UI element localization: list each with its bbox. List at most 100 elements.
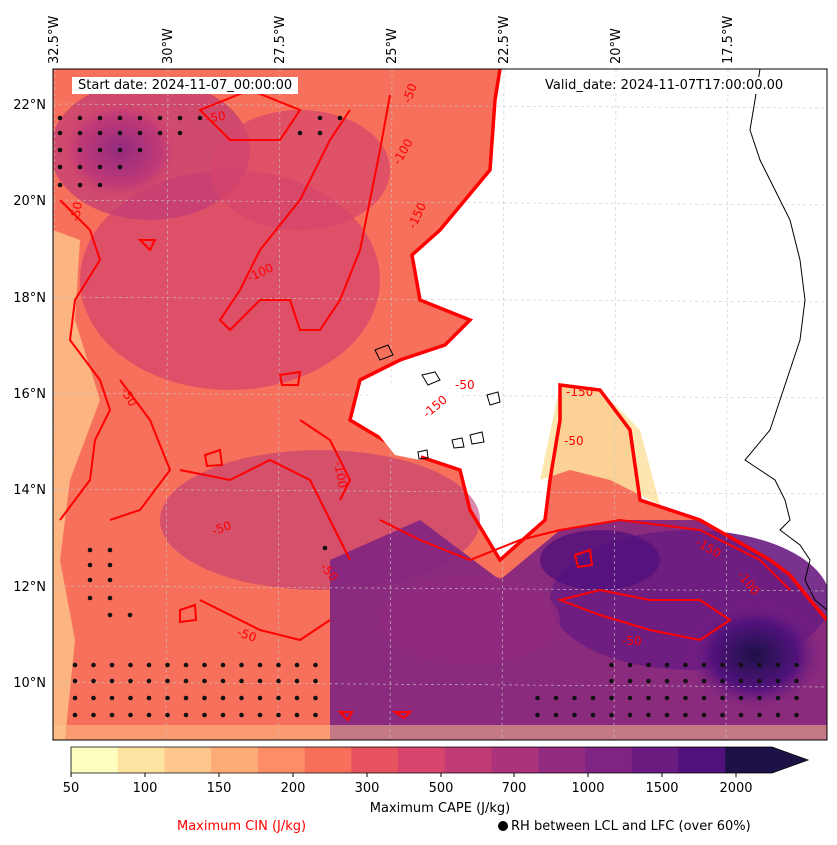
rh-dot xyxy=(294,662,300,668)
rh-dot xyxy=(183,662,189,668)
colorbar-segment xyxy=(398,747,446,773)
latitude-label: 20°N xyxy=(13,194,46,209)
rh-dot xyxy=(683,662,688,668)
rh-dot xyxy=(165,678,170,684)
rh-dot xyxy=(276,712,281,718)
rh-dot xyxy=(627,678,633,684)
island-outline xyxy=(451,437,465,449)
cape-south-band xyxy=(53,725,827,740)
rh-dot xyxy=(738,662,744,668)
island-outline xyxy=(421,371,441,386)
contour-label: -150 xyxy=(566,385,594,399)
rh-dot xyxy=(146,712,152,718)
rh-dot xyxy=(646,695,651,701)
rh-dot xyxy=(664,712,670,718)
rh-dot xyxy=(590,712,596,718)
colorbar-tick-label: 100 xyxy=(132,781,158,796)
cin-contour xyxy=(391,711,413,720)
rh-dot xyxy=(627,695,633,701)
cin-contour xyxy=(347,69,827,622)
rh-dot xyxy=(572,695,577,701)
rh-dot xyxy=(128,712,133,718)
cin-contour xyxy=(218,94,391,332)
rh-dot xyxy=(294,695,300,701)
colorbar-segment xyxy=(444,747,493,773)
rh-dot xyxy=(738,678,744,684)
colorbar-segment xyxy=(211,747,259,773)
rh-dot xyxy=(128,678,133,684)
colorbar-segment xyxy=(117,747,165,773)
cin-contour xyxy=(59,199,112,521)
rh-dot xyxy=(294,678,300,684)
rh-dot xyxy=(128,695,133,701)
rh-dot xyxy=(794,712,799,718)
rh-dots xyxy=(57,115,343,618)
rh-dot xyxy=(609,712,614,718)
cape-core xyxy=(685,600,825,710)
cin-contour xyxy=(278,370,302,386)
rh-dot xyxy=(535,695,540,701)
island-outline xyxy=(417,449,429,460)
colorbar-segment xyxy=(71,747,119,773)
rh-dot xyxy=(276,678,281,684)
rh-dot xyxy=(313,695,318,701)
colorbar-tick-label: 50 xyxy=(62,781,80,796)
colorbar-tick-label: 200 xyxy=(280,781,306,796)
rh-dot xyxy=(276,695,281,701)
rh-dot xyxy=(72,695,78,701)
rh-dot xyxy=(775,678,781,684)
rh-dot xyxy=(313,678,318,684)
rh-dot xyxy=(220,678,226,684)
cin-legend-label: Maximum CIN (J/kg) xyxy=(177,819,307,834)
longitude-label: 27.5°W xyxy=(273,15,288,64)
colorbar-tick-label: 500 xyxy=(428,781,454,796)
longitude-label: 22.5°W xyxy=(497,15,512,64)
rh-dot xyxy=(239,695,244,701)
latitude-label: 14°N xyxy=(13,483,46,498)
colorbar-tick-label: 150 xyxy=(206,781,232,796)
rh-dot xyxy=(664,678,670,684)
rh-dot xyxy=(313,712,318,718)
rh-dot xyxy=(294,712,300,718)
rh-dot xyxy=(91,662,96,668)
rh-dot xyxy=(202,695,207,701)
rh-dot xyxy=(738,712,744,718)
rh-dot xyxy=(109,662,115,668)
cin-contour xyxy=(179,603,198,624)
latitude-label: 16°N xyxy=(13,387,46,402)
rh-dot xyxy=(165,662,170,668)
colorbar-segment xyxy=(304,747,352,773)
cape-core xyxy=(380,575,560,665)
longitude-label: 32.5°W xyxy=(47,15,62,64)
rh-dot xyxy=(165,712,170,718)
coastlines xyxy=(374,69,827,611)
rh-dot xyxy=(91,695,96,701)
rh-dot xyxy=(146,662,152,668)
cin-contour xyxy=(379,518,791,591)
rh-dot xyxy=(535,712,540,718)
colorbar-segment xyxy=(631,747,680,773)
rh-dot xyxy=(609,678,614,684)
colorbar-tick-label: 700 xyxy=(501,781,527,796)
map-border xyxy=(52,68,828,741)
rh-dot xyxy=(794,695,799,701)
rh-dot xyxy=(701,712,707,718)
rh-dot xyxy=(757,712,762,718)
rh-dot xyxy=(109,712,115,718)
rh-dot xyxy=(701,678,707,684)
rh-dot xyxy=(239,662,244,668)
cape-field-coastal-margin xyxy=(540,385,660,505)
rh-dot xyxy=(664,662,670,668)
rh-dot xyxy=(257,695,263,701)
rh-dot xyxy=(239,712,244,718)
rh-legend: RH between LCL and LFC (over 60%) xyxy=(498,819,751,834)
rh-dot xyxy=(220,662,226,668)
map-area xyxy=(53,69,827,740)
longitude-label: 20°W xyxy=(609,28,624,64)
rh-dot xyxy=(239,678,244,684)
cin-contour xyxy=(299,419,352,501)
cin-contour xyxy=(179,458,351,561)
rh-dot xyxy=(627,712,633,718)
rh-dot xyxy=(757,695,762,701)
